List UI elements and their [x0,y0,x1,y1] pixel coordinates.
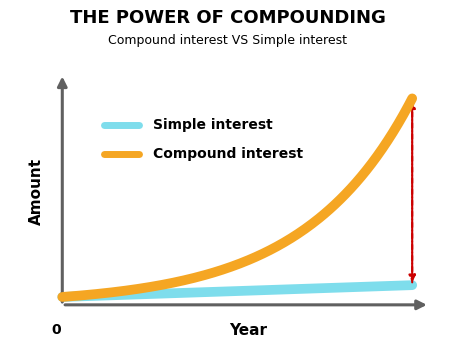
Text: THE POWER OF COMPOUNDING: THE POWER OF COMPOUNDING [70,9,385,27]
Text: 0: 0 [52,323,61,337]
Text: Year: Year [229,323,267,338]
Text: Compound interest: Compound interest [153,147,303,161]
Text: Simple interest: Simple interest [153,118,273,132]
Text: Amount: Amount [29,158,44,225]
Text: Compound interest VS Simple interest: Compound interest VS Simple interest [108,34,347,47]
